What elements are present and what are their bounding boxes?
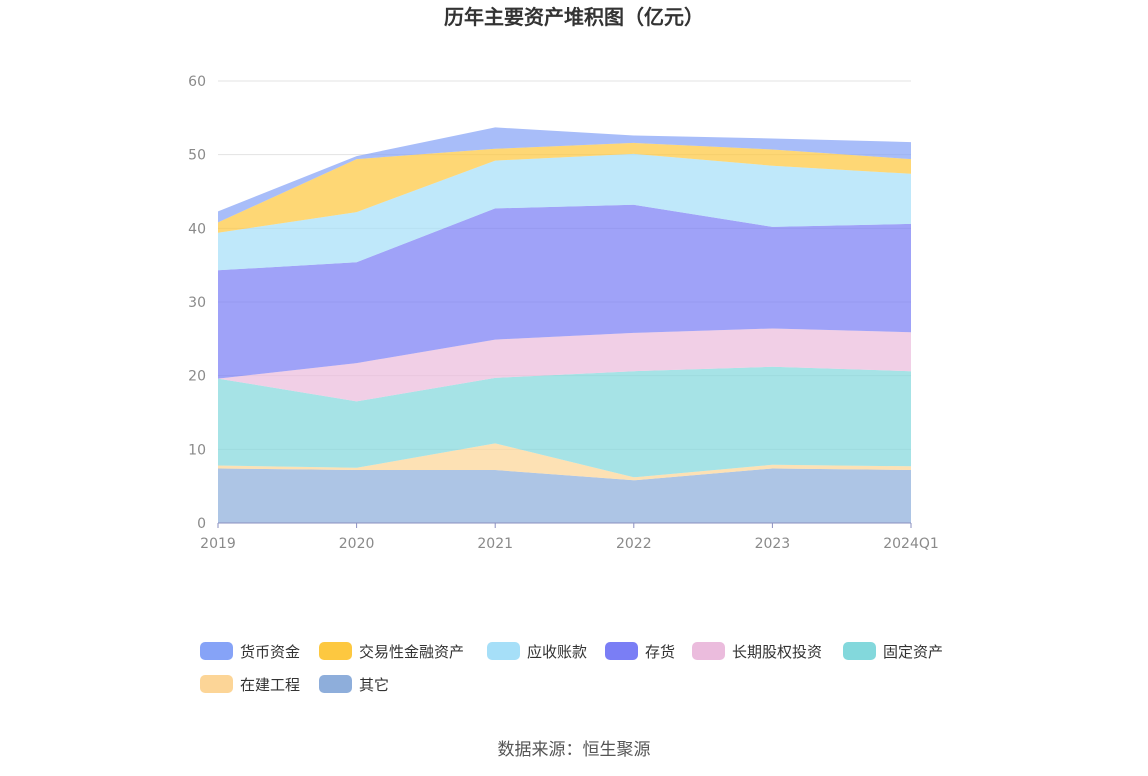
chart-title: 历年主要资产堆积图（亿元） bbox=[444, 5, 704, 29]
x-tick-label: 2022 bbox=[616, 536, 652, 552]
area-应收账款 bbox=[218, 153, 911, 271]
y-tick-label: 0 bbox=[197, 516, 206, 532]
legend-item[interactable]: 固定资产 bbox=[843, 642, 943, 661]
legend-swatch bbox=[200, 675, 233, 693]
legend-label: 其它 bbox=[359, 676, 389, 694]
legend-item[interactable]: 其它 bbox=[319, 675, 389, 694]
y-tick-label: 10 bbox=[188, 442, 206, 458]
y-tick-label: 60 bbox=[188, 74, 206, 90]
area-货币资金 bbox=[218, 127, 911, 223]
y-tick-label: 20 bbox=[188, 369, 206, 385]
legend-label: 固定资产 bbox=[883, 643, 943, 661]
legend-label: 交易性金融资产 bbox=[359, 643, 464, 661]
legend-item[interactable]: 货币资金 bbox=[200, 642, 300, 661]
y-tick-label: 50 bbox=[188, 148, 206, 164]
x-tick-label: 2023 bbox=[755, 536, 791, 552]
legend-item[interactable]: 交易性金融资产 bbox=[319, 642, 464, 661]
y-tick-label: 30 bbox=[188, 295, 206, 311]
legend-item[interactable]: 应收账款 bbox=[487, 642, 587, 661]
y-tick-label: 40 bbox=[188, 221, 206, 237]
legend-label: 应收账款 bbox=[527, 643, 587, 661]
legend-label: 货币资金 bbox=[240, 643, 300, 661]
legend-swatch bbox=[843, 642, 876, 660]
area-存货 bbox=[218, 204, 911, 379]
legend-swatch bbox=[487, 642, 520, 660]
legend-label: 长期股权投资 bbox=[732, 643, 822, 661]
axes: 0 10 20 30 40 50 60 2019 2020 2021 2022 2023 2024Q1 bbox=[188, 74, 939, 552]
legend-label: 存货 bbox=[645, 643, 675, 661]
x-tick-label: 2024Q1 bbox=[883, 536, 939, 552]
legend-swatch bbox=[200, 642, 233, 660]
x-tick-label: 2020 bbox=[339, 536, 375, 552]
area-固定资产 bbox=[218, 366, 911, 478]
legend-swatch bbox=[319, 675, 352, 693]
legend-swatch bbox=[605, 642, 638, 660]
area-交易性金融资产 bbox=[218, 142, 911, 233]
x-tick-label: 2021 bbox=[477, 536, 513, 552]
legend-item[interactable]: 在建工程 bbox=[200, 675, 300, 694]
legend-item[interactable]: 长期股权投资 bbox=[692, 642, 822, 661]
legend-label: 在建工程 bbox=[240, 676, 300, 694]
legend-swatch bbox=[319, 642, 352, 660]
area-series-group bbox=[218, 127, 911, 523]
area-在建工程 bbox=[218, 443, 911, 481]
area-其它 bbox=[218, 468, 911, 523]
data-source-note: 数据来源：恒生聚源 bbox=[498, 740, 651, 760]
legend-item[interactable]: 存货 bbox=[605, 642, 675, 661]
x-tick-label: 2019 bbox=[200, 536, 236, 552]
area-长期股权投资 bbox=[218, 328, 911, 402]
legend-swatch bbox=[692, 642, 725, 660]
